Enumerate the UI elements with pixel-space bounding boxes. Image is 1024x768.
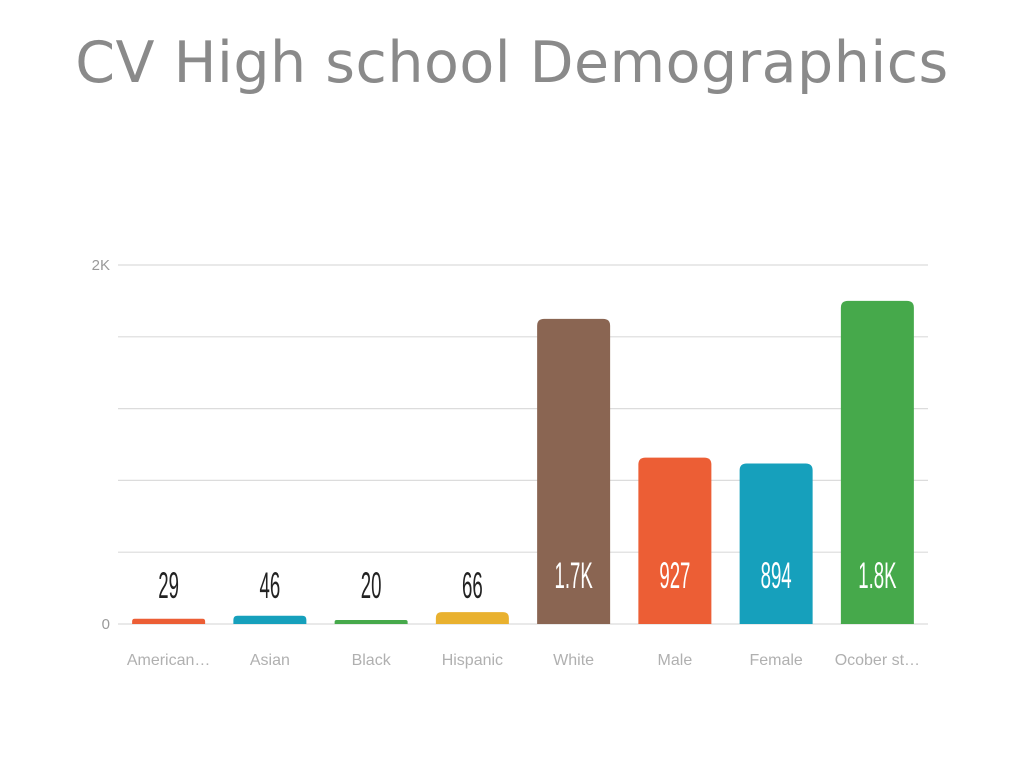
bar <box>233 615 307 624</box>
bar <box>435 612 509 624</box>
bar <box>334 620 408 624</box>
bar <box>537 318 611 624</box>
x-tick-label: Ocober st… <box>835 652 920 669</box>
x-tick-label: Male <box>658 652 693 669</box>
data-label: 894 <box>761 555 792 597</box>
data-label: 1.8K <box>858 555 896 597</box>
bar <box>739 463 813 624</box>
x-tick-label: White <box>553 652 594 669</box>
data-label: 29 <box>158 565 179 607</box>
data-label: 927 <box>659 555 690 597</box>
data-label: 1.7K <box>555 555 593 597</box>
x-tick-label: Asian <box>250 652 290 669</box>
x-tick-label: Hispanic <box>442 652 503 669</box>
bar <box>840 300 914 624</box>
x-tick-label: Black <box>352 652 392 669</box>
y-tick-label: 2K <box>92 257 110 274</box>
data-label: 66 <box>462 565 483 607</box>
bar <box>638 457 712 624</box>
bar <box>132 618 206 624</box>
x-tick-label: American… <box>127 652 211 669</box>
y-tick-label: 0 <box>102 616 110 633</box>
chart-title: CV High school Demographics <box>75 30 949 96</box>
data-label: 46 <box>260 565 281 607</box>
data-label: 20 <box>361 565 382 607</box>
x-tick-label: Female <box>749 652 802 669</box>
